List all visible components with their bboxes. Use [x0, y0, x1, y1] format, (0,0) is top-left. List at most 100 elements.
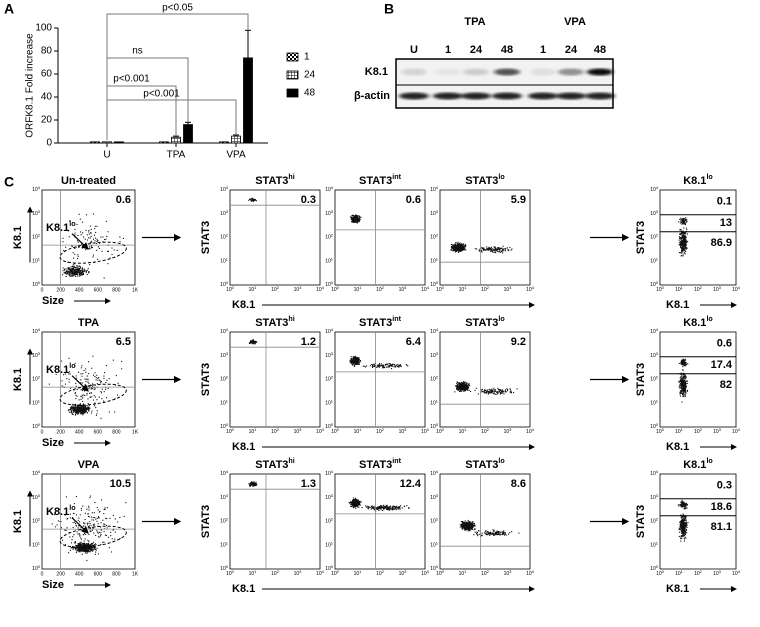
- tick-exponent: 0: [662, 427, 665, 432]
- event-dot: [85, 229, 87, 231]
- event-dot: [119, 537, 121, 539]
- event-dot: [91, 544, 93, 546]
- event-dot: [349, 216, 351, 218]
- event-dot: [382, 505, 384, 507]
- blot-band: [585, 92, 615, 100]
- event-dot: [453, 246, 455, 248]
- event-dot: [488, 391, 490, 393]
- subset-value: 0.3: [301, 194, 316, 206]
- event-dot: [93, 387, 95, 389]
- tick-exponent: 1: [359, 427, 362, 432]
- event-dot: [398, 365, 400, 367]
- axis-label: K8.1: [12, 368, 24, 391]
- event-dot: [355, 363, 357, 365]
- event-dot: [96, 517, 98, 519]
- event-dot: [80, 267, 82, 269]
- event-dot: [90, 547, 92, 549]
- tick-exponent: 1: [436, 256, 439, 261]
- event-dot: [75, 409, 77, 411]
- event-dot: [499, 389, 501, 391]
- event-dot: [681, 364, 683, 366]
- log-tick-label: 104: [732, 285, 741, 294]
- event-dot: [392, 363, 394, 365]
- log-tick-label: 101: [459, 285, 468, 294]
- axis-label: K8.1: [666, 299, 689, 311]
- event-dot: [92, 517, 94, 519]
- event-dot: [353, 221, 355, 223]
- event-dot: [354, 500, 356, 502]
- event-dot: [79, 407, 81, 409]
- event-dot: [103, 513, 105, 515]
- log-tick-label: 101: [430, 398, 439, 407]
- event-dot: [388, 366, 390, 368]
- gate: [59, 241, 127, 264]
- event-dot: [357, 219, 359, 221]
- tick-exponent: 4: [226, 327, 229, 332]
- event-dot: [82, 548, 84, 550]
- event-dot: [683, 250, 685, 252]
- event-dot: [355, 501, 357, 503]
- event-dot: [684, 241, 686, 243]
- event-dot: [74, 273, 76, 275]
- event-dot: [683, 245, 685, 247]
- tick-exponent: 1: [331, 256, 334, 261]
- event-dot: [682, 387, 684, 389]
- event-dot: [684, 394, 686, 396]
- event-dot: [86, 239, 88, 241]
- event-dot: [100, 381, 102, 383]
- tick-exponent: 1: [38, 256, 41, 261]
- event-dot: [80, 404, 82, 406]
- event-dot: [682, 253, 684, 255]
- event-dot: [350, 359, 352, 361]
- event-dot: [680, 240, 682, 242]
- label-sup: lo: [498, 173, 505, 181]
- event-dot: [451, 245, 453, 247]
- event-dot: [74, 267, 76, 269]
- event-dot: [457, 241, 459, 243]
- event-dot: [504, 249, 506, 251]
- event-dot: [97, 246, 99, 248]
- log-tick-label: 103: [294, 427, 303, 436]
- event-dot: [61, 385, 63, 387]
- log-tick-label: 102: [650, 374, 659, 383]
- event-dot: [352, 214, 354, 216]
- event-dot: [71, 273, 73, 275]
- event-dot: [92, 546, 94, 548]
- log-tick-label: 103: [32, 350, 41, 359]
- log-tick-label: 103: [399, 427, 408, 436]
- event-dot: [80, 395, 82, 397]
- event-dot: [461, 381, 463, 383]
- event-dot: [74, 392, 76, 394]
- event-dot: [64, 529, 66, 531]
- event-dot: [491, 392, 493, 394]
- event-dot: [71, 271, 73, 273]
- event-dot: [380, 363, 382, 365]
- event-dot: [460, 244, 462, 246]
- event-dot: [684, 390, 686, 392]
- event-dot: [90, 228, 92, 230]
- event-dot: [490, 251, 492, 253]
- event-dot: [474, 248, 476, 250]
- event-dot: [463, 390, 465, 392]
- tick-exponent: 0: [656, 280, 659, 285]
- tick-exponent: 3: [226, 208, 229, 213]
- event-dot: [77, 544, 79, 546]
- event-dot: [84, 269, 86, 271]
- event-dot: [494, 251, 496, 253]
- tick-exponent: 1: [226, 398, 229, 403]
- event-dot: [83, 547, 85, 549]
- event-dot: [56, 524, 58, 526]
- tick-base: 10: [481, 287, 487, 293]
- event-dot: [70, 547, 72, 549]
- event-dot: [457, 244, 459, 246]
- tick-exponent: 1: [681, 427, 684, 432]
- event-dot: [74, 521, 76, 523]
- event-dot: [69, 270, 71, 272]
- event-dot: [87, 551, 89, 553]
- event-dot: [384, 364, 386, 366]
- event-dot: [351, 221, 353, 223]
- event-dot: [681, 235, 683, 237]
- event-dot: [81, 406, 83, 408]
- lane-label: 24: [565, 44, 578, 56]
- event-dot: [483, 391, 485, 393]
